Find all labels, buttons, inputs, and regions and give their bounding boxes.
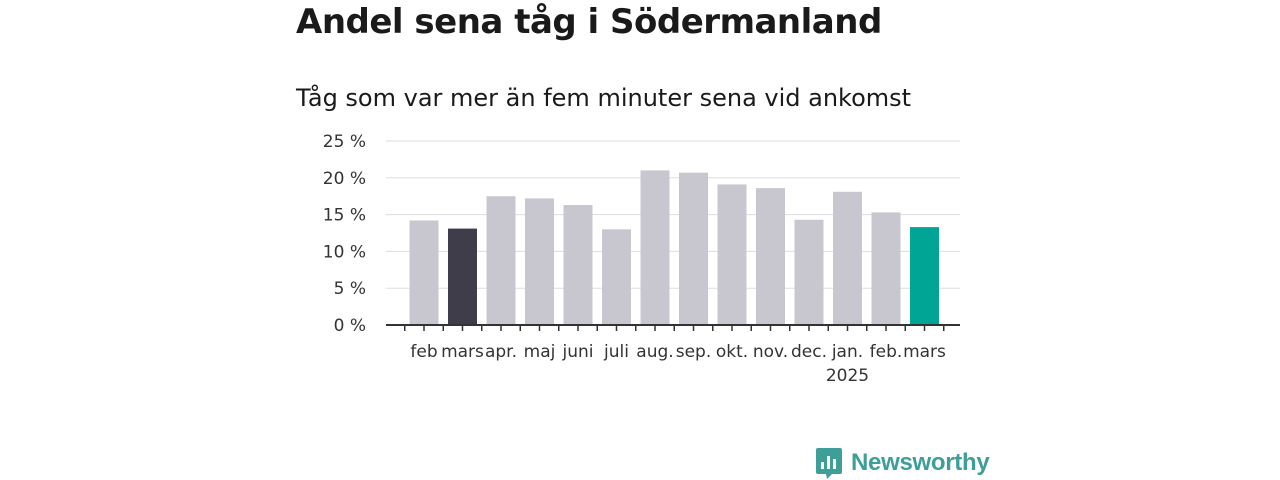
y-tick-label: 25 % [323, 132, 366, 152]
bar [640, 170, 670, 325]
logo-text: Newsworthy [851, 449, 990, 476]
bar [409, 220, 439, 325]
bar [525, 198, 554, 325]
chart-subtitle: Tåg som var mer än fem minuter sena vid … [296, 84, 912, 112]
newsworthy-logo-icon [816, 448, 842, 479]
chart-title: Andel sena tåg i Södermanland [296, 2, 882, 42]
x-tick-label: okt. [716, 342, 748, 362]
y-tick-label: 15 % [323, 206, 366, 226]
bar [717, 184, 747, 325]
bar [679, 172, 708, 325]
x-tick-label: mars [903, 342, 946, 362]
x-tick-label: jan. [831, 342, 863, 362]
bar [871, 212, 901, 325]
newsworthy-logo: Newsworthy [815, 446, 990, 480]
bar [602, 229, 631, 325]
x-tick-label: maj [524, 342, 556, 362]
y-tick-label: 5 % [334, 279, 366, 299]
x-tick-label: dec. [791, 342, 827, 362]
bar [910, 227, 939, 325]
bar [486, 196, 516, 325]
x-tick-label: aug. [636, 342, 673, 362]
x-tick-label: nov. [753, 342, 788, 362]
x-year-label: 2025 [826, 366, 869, 386]
bar [833, 191, 862, 325]
x-tick-label: feb [410, 342, 437, 362]
y-tick-label: 20 % [323, 169, 366, 189]
x-tick-label: feb. [870, 342, 903, 362]
bar [794, 219, 824, 325]
x-tick-label: juni [562, 342, 594, 362]
x-tick-label: sep. [676, 342, 712, 362]
x-tick-label: mars [441, 342, 484, 362]
bar [563, 205, 593, 325]
y-tick-label: 0 % [334, 316, 366, 336]
bar [756, 188, 785, 325]
x-tick-label: juli [603, 342, 629, 362]
bar [448, 228, 477, 325]
x-tick-label: apr. [485, 342, 517, 362]
y-tick-label: 10 % [323, 242, 366, 262]
